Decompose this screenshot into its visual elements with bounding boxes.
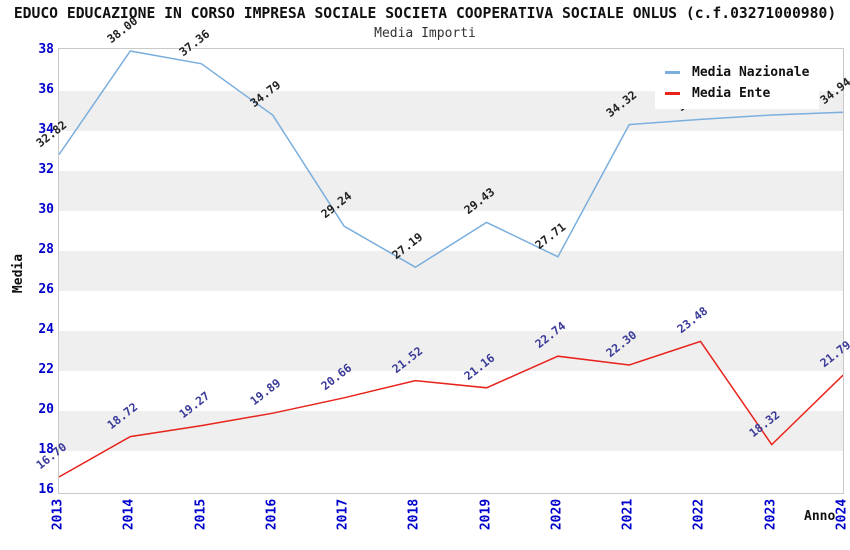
x-tick-label: 2020 bbox=[549, 498, 565, 531]
y-axis-label: Media bbox=[11, 253, 27, 294]
x-tick-label: 2019 bbox=[478, 498, 494, 531]
chart-subtitle: Media Importi bbox=[374, 26, 476, 41]
y-tick-label: 34 bbox=[38, 122, 54, 137]
y-tick-label: 30 bbox=[38, 202, 54, 217]
plot-area bbox=[58, 48, 844, 494]
x-axis-label: Anno bbox=[804, 509, 836, 524]
y-tick-label: 28 bbox=[38, 242, 54, 257]
x-tick-label: 2015 bbox=[193, 498, 209, 531]
legend: Media Nazionale Media Ente bbox=[655, 57, 820, 109]
x-tick-label: 2014 bbox=[121, 498, 137, 531]
x-tick-label: 2013 bbox=[50, 498, 66, 531]
y-tick-label: 24 bbox=[38, 322, 54, 337]
y-tick-label: 38 bbox=[38, 42, 54, 57]
x-tick-label: 2022 bbox=[691, 498, 707, 531]
legend-item: Media Ente bbox=[665, 83, 809, 104]
series-line-media-nazionale bbox=[59, 50, 843, 269]
chart-title: EDUCO EDUCAZIONE IN CORSO IMPRESA SOCIAL… bbox=[13, 5, 837, 22]
x-tick-label: 2021 bbox=[620, 498, 636, 531]
legend-label: Media Ente bbox=[692, 86, 771, 101]
y-tick-label: 22 bbox=[38, 362, 54, 377]
grid-band bbox=[59, 171, 843, 211]
legend-swatch-icon bbox=[665, 71, 680, 74]
y-tick-label: 26 bbox=[38, 282, 54, 297]
grid-band bbox=[59, 411, 843, 451]
x-tick-label: 2017 bbox=[335, 498, 351, 531]
plot-canvas bbox=[59, 50, 843, 478]
y-tick-label: 36 bbox=[38, 82, 54, 97]
x-tick-label: 2023 bbox=[763, 498, 779, 531]
y-tick-label: 20 bbox=[38, 402, 54, 417]
legend-swatch-icon bbox=[665, 92, 680, 95]
legend-label: Media Nazionale bbox=[692, 65, 810, 80]
y-tick-label: 18 bbox=[38, 442, 54, 457]
x-tick-label: 2018 bbox=[406, 498, 422, 531]
y-tick-label: 32 bbox=[38, 162, 54, 177]
y-tick-label: 16 bbox=[38, 482, 54, 497]
grid-band bbox=[59, 251, 843, 291]
series-line-media-ente bbox=[59, 340, 843, 478]
x-tick-label: 2016 bbox=[264, 498, 280, 531]
x-tick-label: 2024 bbox=[834, 498, 850, 531]
legend-item: Media Nazionale bbox=[665, 62, 809, 83]
grid-band bbox=[59, 331, 843, 371]
